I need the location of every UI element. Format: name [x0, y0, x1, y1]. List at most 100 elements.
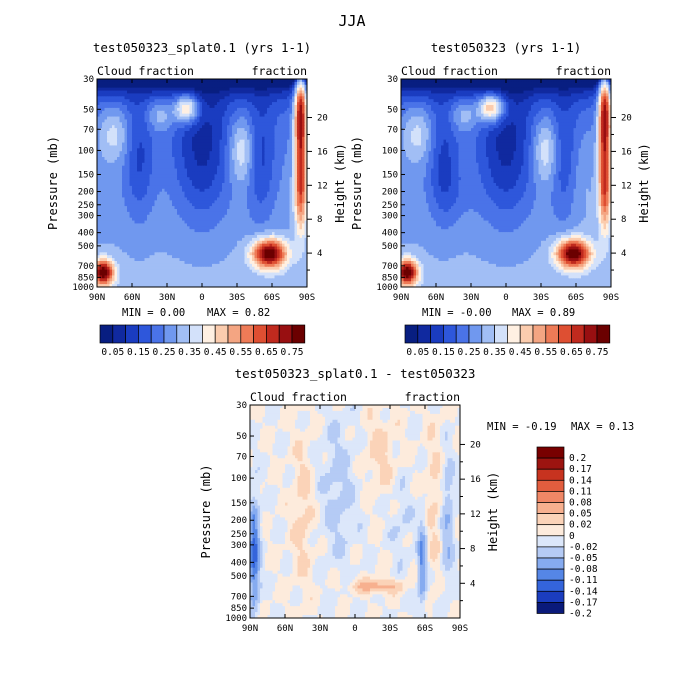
contour-cell	[304, 113, 308, 118]
contour-cell	[229, 107, 233, 112]
contour-cell	[112, 99, 115, 103]
contour-cell	[237, 102, 240, 106]
contour-cell	[209, 96, 213, 100]
contour-cell	[244, 87, 248, 92]
contour-cell	[194, 90, 198, 94]
contour-cell	[224, 107, 228, 112]
contour-cell	[237, 93, 240, 97]
contour-cell	[249, 90, 253, 94]
contour-cell	[167, 90, 170, 94]
contour-cell	[237, 87, 240, 92]
contour-cell	[132, 90, 135, 94]
contour-cell	[264, 93, 268, 97]
contour-cell	[222, 110, 225, 115]
contour-cell	[149, 93, 153, 97]
contour-cell	[167, 87, 170, 92]
contour-cell	[132, 81, 135, 86]
contour-cell	[144, 107, 148, 112]
contour-cell	[234, 107, 238, 112]
contour-cell	[232, 84, 235, 89]
contour-cell	[192, 96, 195, 100]
contour-cell	[117, 90, 120, 94]
contour-cell	[187, 105, 190, 109]
contour-cell	[222, 102, 225, 106]
contour-cell	[129, 107, 133, 112]
contour-cell	[122, 96, 125, 100]
contour-cell	[289, 93, 293, 97]
contour-cell	[229, 96, 233, 100]
contour-cell	[179, 87, 183, 92]
contour-cell	[234, 87, 238, 92]
contour-cell	[197, 93, 200, 97]
contour-cell	[237, 79, 240, 83]
contour-cell	[264, 79, 268, 83]
contour-cell	[147, 105, 150, 109]
contour-cell	[257, 87, 260, 92]
contour-cell	[247, 90, 250, 94]
contour-cell	[177, 110, 180, 115]
contour-cell	[154, 102, 158, 106]
contour-cell	[279, 96, 283, 100]
contour-cell	[267, 84, 270, 89]
contour-cell	[209, 87, 213, 92]
contour-cell	[284, 113, 288, 118]
contour-cell	[214, 105, 218, 109]
contour-cell	[219, 113, 223, 118]
contour-cell	[229, 81, 233, 86]
contour-cell	[154, 79, 158, 83]
contour-cell	[164, 79, 168, 83]
contour-cell	[262, 105, 265, 109]
contour-cell	[154, 90, 158, 94]
contour-cell	[264, 113, 268, 118]
contour-cell	[302, 110, 305, 115]
contour-cell	[177, 84, 180, 89]
contour-cell	[169, 113, 173, 118]
contour-cell	[109, 99, 113, 103]
contour-cell	[204, 87, 208, 92]
contour-cell	[252, 107, 255, 112]
contour-cell	[237, 110, 240, 115]
contour-cell	[102, 79, 105, 83]
contour-cell	[277, 110, 280, 115]
contour-cell	[174, 84, 178, 89]
contour-cell	[294, 84, 298, 89]
contour-cell	[262, 107, 265, 112]
contour-cell	[282, 99, 285, 103]
contour-cell	[214, 113, 218, 118]
contour-cell	[277, 99, 280, 103]
contour-cell	[174, 102, 178, 106]
contour-cell	[272, 79, 275, 83]
contour-cell	[107, 107, 110, 112]
contour-cell	[114, 113, 118, 118]
contour-cell	[194, 110, 198, 115]
contour-cell	[137, 93, 140, 97]
contour-cell	[112, 93, 115, 97]
contour-cell	[177, 93, 180, 97]
contour-cell	[189, 113, 193, 118]
contour-cell	[162, 107, 165, 112]
contour-cell	[137, 96, 140, 100]
contour-cell	[197, 79, 200, 83]
contour-cell	[107, 113, 110, 118]
contour-cell	[154, 87, 158, 92]
contour-cell	[204, 90, 208, 94]
contour-cell	[204, 102, 208, 106]
contour-cell	[192, 105, 195, 109]
contour-cell	[199, 102, 203, 106]
contour-cell	[264, 96, 268, 100]
contour-cell	[104, 90, 108, 94]
contour-cell	[122, 81, 125, 86]
contour-cell	[274, 87, 278, 92]
contour-cell	[294, 90, 298, 94]
contour-cell	[274, 99, 278, 103]
contour-cell	[139, 87, 143, 92]
contour-cell	[267, 90, 270, 94]
contour-cell	[232, 107, 235, 112]
contour-cell	[104, 79, 108, 83]
contour-cell	[184, 113, 188, 118]
contour-cell	[189, 99, 193, 103]
contour-cell	[222, 113, 225, 118]
contour-cell	[199, 96, 203, 100]
contour-cell	[189, 105, 193, 109]
contour-cell	[254, 84, 258, 89]
